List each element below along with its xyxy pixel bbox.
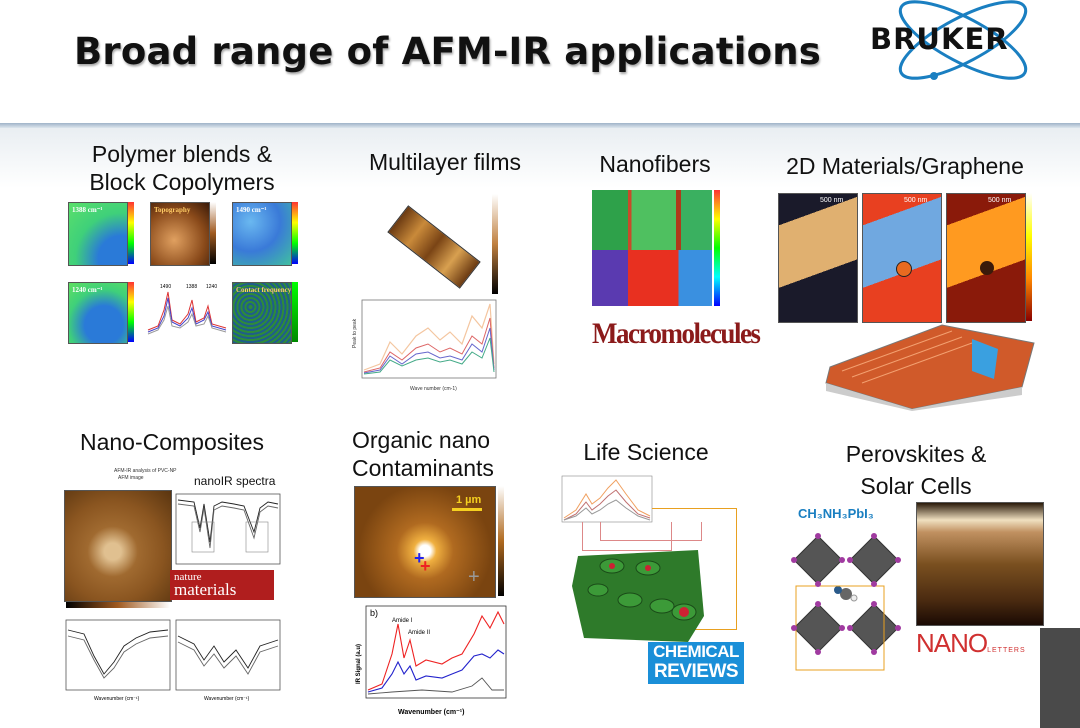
marker-red-cross-icon: + bbox=[420, 556, 431, 576]
formula: CH₃NH₃PbI₃ bbox=[798, 506, 874, 521]
graphene-figure: 500 nm 500 nm 500 nm bbox=[778, 193, 1038, 413]
y-axis-label: Peak to peak bbox=[352, 318, 358, 348]
y-axis-label: IR Signal (a.u) bbox=[356, 644, 362, 684]
composites-nanoir-spectra bbox=[175, 493, 281, 565]
bruker-logo: BRUKER bbox=[860, 0, 1080, 95]
amide2-label: Amide II bbox=[408, 630, 430, 636]
label-polymer-line2: Block Copolymers bbox=[89, 169, 275, 195]
x-axis-label: Wavenumber (cm⁻¹) bbox=[398, 709, 464, 716]
amide1-label: Amide I bbox=[392, 618, 413, 624]
journal-line2: REVIEWS bbox=[653, 661, 739, 682]
corner-video-overlay bbox=[1040, 628, 1080, 728]
contaminants-figure: 1 µm + + + b) Amide I Amide II IR Signal… bbox=[352, 486, 518, 722]
journal-nano-letters: NANOLETTERS bbox=[916, 628, 1026, 659]
x-axis-label: Wavenumber (cm⁻¹) bbox=[204, 696, 250, 702]
journal-nature-materials: nature materials bbox=[170, 570, 274, 600]
scale-label: 500 nm bbox=[820, 197, 844, 204]
life-spectra bbox=[561, 475, 653, 523]
journal-line1: CHEMICAL bbox=[653, 642, 739, 661]
journal-chemical-reviews: CHEMICAL REVIEWS bbox=[648, 642, 744, 684]
multilayer-spectra: Wave number (cm-1) Peak to peak bbox=[352, 299, 497, 392]
label-contaminants-line1: Organic nano bbox=[352, 427, 491, 453]
marker-gray-cross-icon: + bbox=[468, 566, 480, 588]
scale-bar bbox=[452, 508, 482, 511]
perovskite-figure: CH₃NH₃PbI₃ NANOLETTERS bbox=[780, 500, 1050, 700]
map-label: Topography bbox=[154, 206, 191, 214]
label-contaminants: Organic nano Contaminants bbox=[352, 426, 522, 482]
nanofibers-figure: Macromolecules bbox=[592, 190, 761, 350]
label-perovskite-line2: Solar Cells bbox=[860, 473, 972, 499]
label-composites: Nano-Composites bbox=[79, 429, 265, 455]
label-contaminants-line2: Contaminants bbox=[352, 455, 494, 481]
map-label: 1388 cm⁻¹ bbox=[72, 206, 103, 214]
perovskite-crystal bbox=[791, 533, 901, 671]
composites-bottom-spectra: Wavenumber (cm⁻¹) Wavenumber (cm⁻¹) bbox=[65, 619, 281, 702]
scale-label: 500 nm bbox=[904, 197, 928, 204]
label-life-science: Life Science bbox=[583, 439, 709, 465]
header-divider bbox=[0, 123, 1080, 128]
label-perovskite-line1: Perovskites & bbox=[845, 441, 987, 467]
label-polymer-line1: Polymer blends & bbox=[91, 141, 273, 167]
polymer-figure: 1388 cm⁻¹ Topography 1490 cm⁻¹ 1240 cm⁻¹… bbox=[58, 198, 308, 358]
label-polymer: Polymer blends & Block Copolymers bbox=[64, 140, 300, 196]
figure-caption: AFM image bbox=[118, 475, 144, 481]
scale-bar-label: 1 µm bbox=[456, 494, 482, 506]
life-science-figure: CHEMICAL REVIEWS bbox=[556, 474, 746, 688]
x-axis-label: Wavenumber (cm⁻¹) bbox=[94, 696, 140, 702]
life-3d-surface bbox=[572, 550, 704, 642]
slide-header: Broad range of AFM-IR applications BRUKE… bbox=[0, 0, 1080, 125]
slide-title: Broad range of AFM-IR applications bbox=[74, 30, 821, 73]
figure-caption: AFM-IR analysis of PVC-NP bbox=[114, 468, 177, 474]
map-label: 1240 cm⁻¹ bbox=[72, 286, 103, 294]
spectra-title: nanoIR spectra bbox=[194, 474, 276, 488]
peak-label: 1490 bbox=[160, 284, 171, 290]
label-nanofibers: Nanofibers bbox=[599, 151, 711, 177]
contaminants-ir-spectra: b) Amide I Amide II IR Signal (a.u) Wave… bbox=[356, 605, 507, 716]
scale-label: 500 nm bbox=[988, 197, 1012, 204]
x-axis-label: Wave number (cm-1) bbox=[410, 386, 457, 392]
journal-main: NANO bbox=[916, 628, 988, 658]
composites-figure: AFM-IR analysis of PVC-NP AFM image nano… bbox=[62, 466, 288, 708]
logo-text: BRUKER bbox=[870, 22, 1009, 56]
map-label: Contact frequency bbox=[236, 286, 292, 294]
label-graphene: 2D Materials/Graphene bbox=[786, 153, 1024, 179]
atom-orbit-icon bbox=[898, 0, 1028, 80]
graphene-3d-surface bbox=[825, 324, 1035, 411]
journal-macromolecules: Macromolecules bbox=[592, 316, 761, 350]
polymer-spectra: 1490 1388 1240 bbox=[146, 280, 228, 342]
label-multilayer: Multilayer films bbox=[368, 149, 522, 175]
journal-sub: LETTERS bbox=[987, 647, 1026, 654]
peak-label: 1388 bbox=[186, 284, 197, 290]
marker-blue-cross-icon: + bbox=[414, 548, 425, 568]
multilayer-figure: Wave number (cm-1) Peak to peak bbox=[350, 190, 510, 400]
label-perovskites: Perovskites & Solar Cells bbox=[816, 438, 1016, 502]
journal-line2: materials bbox=[174, 580, 237, 599]
peak-label: 1240 bbox=[206, 284, 217, 290]
journal-line1: nature bbox=[174, 571, 202, 583]
panel-letter: b) bbox=[370, 608, 378, 618]
map-label: 1490 cm⁻¹ bbox=[236, 206, 267, 214]
